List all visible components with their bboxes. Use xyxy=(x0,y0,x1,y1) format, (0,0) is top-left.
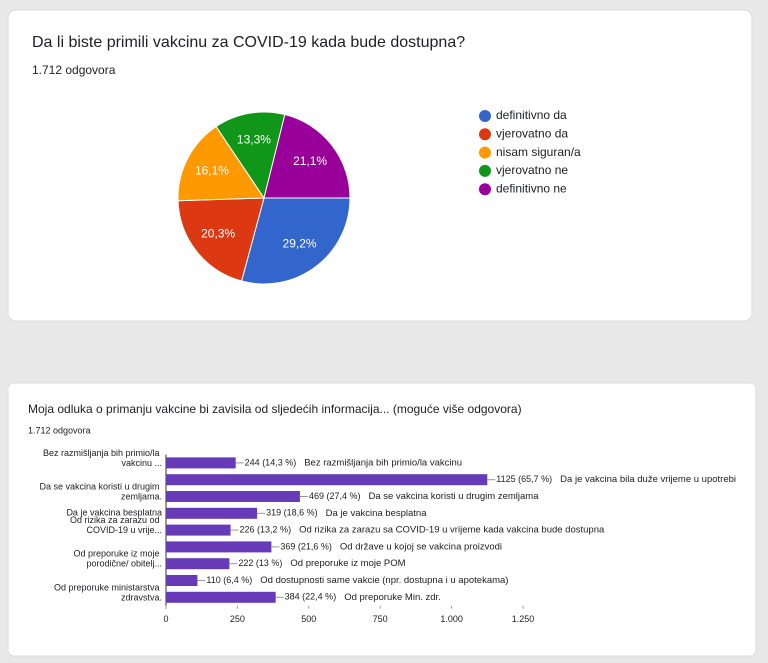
pie-slice xyxy=(215,111,286,200)
annotation: Da je vakcina besplatna xyxy=(326,508,428,519)
y-tick-label: Da se vakcina koristi u drugim zemljama. xyxy=(39,482,162,502)
bar xyxy=(166,558,230,570)
value-label: 110 (6,4 %) xyxy=(206,575,252,585)
bar xyxy=(166,524,231,536)
bar xyxy=(166,507,258,519)
legend-swatch xyxy=(479,183,491,196)
value-label: 469 (27,4 %) xyxy=(309,491,361,501)
slice-label: 21,1% xyxy=(293,154,327,168)
pie-slice xyxy=(177,125,265,202)
annotation: Da je vakcina bila duže vrijeme u upotre… xyxy=(560,474,736,485)
legend-swatch xyxy=(479,146,491,159)
value-label: 319 (18,6 %) xyxy=(266,508,318,518)
x-tick-label: 750 xyxy=(373,614,388,624)
value-label: 1125 (65,7 %) xyxy=(496,474,552,484)
slice-label: 29,2% xyxy=(283,237,317,251)
x-tick-label: 0 xyxy=(163,614,168,624)
annotation: Od rizika za zarazu sa COVID-19 u vrijem… xyxy=(299,525,605,536)
value-label: 369 (21,6 %) xyxy=(280,541,332,551)
pie-slice xyxy=(263,113,351,199)
legend-label: vjerovatno da xyxy=(496,126,568,140)
annotation: Od preporuke iz moje POM xyxy=(290,558,405,569)
value-label: 222 (13 %) xyxy=(238,558,282,568)
legend-swatch xyxy=(479,110,491,122)
bar xyxy=(166,474,488,486)
legend-label: definitivno da xyxy=(496,108,567,122)
bar xyxy=(166,591,276,603)
chart-title: Da li biste primili vakcinu za COVID-19 … xyxy=(32,34,465,51)
legend-swatch xyxy=(479,128,491,141)
bar xyxy=(166,541,272,553)
legend-swatch xyxy=(479,164,491,177)
slice-label: 20,3% xyxy=(201,226,235,240)
annotation: Od dostupnosti same vakcie (npr. dostupn… xyxy=(260,575,508,586)
chart-subtitle: 1.712 odgovora xyxy=(32,63,116,77)
x-tick-label: 1.000 xyxy=(440,614,463,624)
y-tick-label: Da je vakcina besplatna xyxy=(66,508,162,518)
slice-label: 16,1% xyxy=(195,163,229,177)
legend-label: nisam siguran/a xyxy=(496,145,581,159)
bar xyxy=(166,575,198,586)
annotation: Bez razmišljanja bih primio/la vakcinu xyxy=(304,457,462,468)
y-tick-label: Od preporuke iz moje porodične/ obitelj.… xyxy=(73,549,162,569)
slice-label: 13,3% xyxy=(237,133,271,147)
chart-title: Moja odluka o primanju vakcine bi zavisi… xyxy=(28,402,522,416)
y-tick-label: Bez razmišljanja bih primio/la vakcinu .… xyxy=(43,448,162,468)
bar xyxy=(166,491,300,502)
card xyxy=(7,382,757,657)
card xyxy=(7,9,753,322)
annotation: Od države u kojoj se vakcina proizvodi xyxy=(340,541,502,552)
y-tick-label: Od rizika za zarazu od COVID-19 u vrije.… xyxy=(70,515,162,535)
pie-slice xyxy=(177,197,265,282)
value-label: 244 (14,3 %) xyxy=(245,457,297,467)
x-tick-label: 500 xyxy=(301,614,316,624)
annotation: Da se vakcina koristi u drugim zemljama xyxy=(368,491,539,502)
legend-label: vjerovatno ne xyxy=(496,163,568,177)
bar xyxy=(166,457,236,469)
annotation: Od preporuke Min. zdr. xyxy=(344,592,441,603)
legend-label: definitivno ne xyxy=(496,181,567,195)
y-tick-label: Od preporuke ministarstva zdravstva. xyxy=(54,583,162,603)
pie-slice xyxy=(240,197,351,285)
x-tick-label: 1.250 xyxy=(512,614,535,624)
value-label: 226 (13,2 %) xyxy=(240,524,292,534)
value-label: 384 (22,4 %) xyxy=(285,592,337,602)
chart-subtitle: 1.712 odgovora xyxy=(28,425,91,435)
x-tick-label: 250 xyxy=(230,614,245,624)
